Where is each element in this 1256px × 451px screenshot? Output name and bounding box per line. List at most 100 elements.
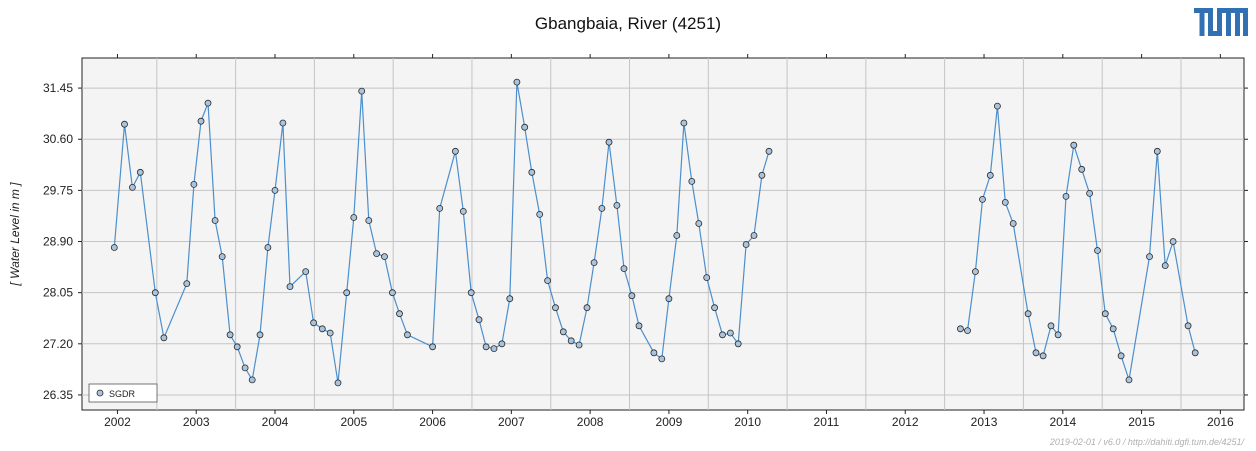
data-point — [528, 168, 536, 176]
data-point — [498, 340, 506, 348]
data-point — [1101, 310, 1109, 318]
data-point — [711, 304, 718, 312]
data-point — [719, 331, 726, 339]
x-tick-label: 2012 — [892, 415, 919, 429]
y-tick-label: 28.90 — [43, 235, 73, 249]
data-point — [1161, 262, 1169, 270]
x-tick-label: 2014 — [1049, 415, 1076, 429]
data-point — [1047, 322, 1055, 330]
data-point — [1078, 165, 1086, 173]
data-point — [742, 241, 750, 248]
data-point — [136, 168, 144, 176]
x-tick-label: 2004 — [262, 415, 289, 429]
data-point — [110, 244, 118, 251]
y-tick-label: 30.60 — [43, 132, 73, 146]
y-tick-label: 29.75 — [43, 183, 73, 197]
data-point — [544, 277, 551, 285]
data-point — [365, 217, 373, 224]
data-point — [467, 289, 475, 297]
data-point — [1191, 349, 1199, 357]
x-tick-label: 2010 — [734, 415, 761, 429]
chart-title: Gbangbaia, River (4251) — [534, 14, 722, 33]
data-point — [1070, 141, 1078, 149]
data-point — [567, 337, 575, 345]
data-point — [204, 99, 212, 107]
data-point — [1117, 352, 1125, 360]
data-point — [1146, 253, 1153, 261]
data-point — [688, 177, 696, 185]
x-tick-label: 2015 — [1128, 415, 1155, 429]
data-point — [334, 379, 342, 387]
data-point — [1039, 352, 1047, 360]
tum-logo — [1194, 8, 1248, 43]
data-point — [264, 244, 272, 251]
data-point — [381, 253, 388, 261]
y-tick-label: 26.35 — [43, 388, 73, 402]
x-tick-label: 2003 — [183, 415, 210, 429]
grid-lines — [82, 58, 1244, 410]
data-point — [598, 204, 606, 212]
data-point — [233, 343, 241, 351]
x-tick-label: 2007 — [498, 415, 525, 429]
legend-box — [88, 383, 158, 403]
footer-attribution: 2019-02-01 / v6.0 / http://dahiti.dgfi.t… — [1049, 437, 1244, 447]
y-tick-label: 31.45 — [43, 81, 73, 95]
data-point — [703, 274, 711, 282]
data-point — [151, 289, 159, 297]
data-point — [986, 171, 994, 179]
data-point — [310, 319, 318, 327]
data-point — [575, 341, 583, 349]
data-point — [613, 201, 621, 209]
data-point — [765, 147, 773, 155]
data-point — [635, 322, 643, 330]
data-point — [475, 316, 483, 324]
data-point — [256, 331, 264, 339]
data-point — [964, 327, 971, 335]
data-point — [373, 250, 381, 258]
y-tick-label: 27.20 — [43, 337, 73, 351]
data-point — [343, 289, 351, 297]
data-point — [1109, 325, 1117, 333]
data-point — [248, 376, 256, 384]
data-point — [583, 304, 591, 312]
data-point — [552, 304, 559, 312]
x-tick-label: 2013 — [971, 415, 998, 429]
data-point — [1032, 349, 1040, 357]
data-point — [358, 87, 366, 95]
data-point — [994, 102, 1001, 110]
data-point — [727, 329, 734, 337]
data-point — [396, 310, 403, 318]
y-axis: 26.35 27.20 28.05 28.90 29.75 30.60 31.45 — [43, 81, 1248, 402]
data-point — [673, 232, 681, 239]
data-point — [218, 253, 226, 261]
data-point — [536, 210, 544, 218]
data-point — [241, 364, 249, 372]
data-point — [559, 328, 567, 336]
data-point — [680, 119, 688, 127]
data-point — [436, 204, 444, 212]
data-point — [1125, 376, 1133, 384]
legend-marker — [96, 389, 104, 397]
data-point — [350, 214, 358, 221]
data-point — [490, 345, 498, 353]
data-point — [160, 334, 168, 342]
data-point — [695, 220, 703, 227]
data-point — [513, 78, 521, 86]
x-tick-label: 2005 — [340, 415, 367, 429]
legend-label: SGDR — [109, 389, 136, 399]
data-point — [758, 171, 766, 179]
data-point — [302, 268, 310, 276]
data-point — [1184, 322, 1192, 330]
y-axis-label: [ Water Level in m ] — [8, 182, 22, 287]
x-tick-label: 2006 — [419, 415, 446, 429]
data-point — [1024, 310, 1032, 318]
data-point — [271, 186, 279, 194]
data-point — [650, 349, 658, 357]
data-point — [326, 329, 334, 337]
x-tick-label: 2009 — [656, 415, 683, 429]
data-point — [1153, 147, 1161, 155]
y-tick-label: 28.05 — [43, 286, 73, 300]
x-tick-label: 2008 — [577, 415, 604, 429]
data-point — [605, 138, 613, 146]
data-point — [628, 292, 636, 300]
